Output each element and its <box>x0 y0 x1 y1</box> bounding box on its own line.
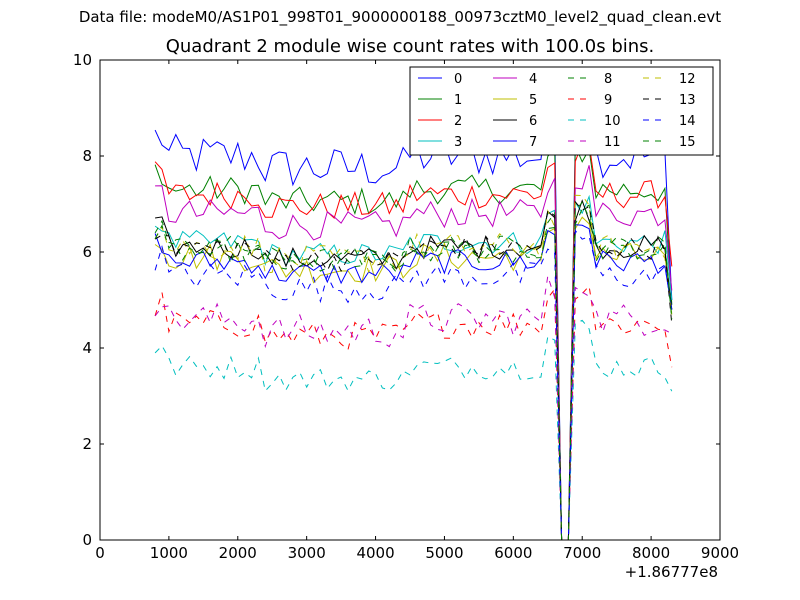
legend-label-10: 10 <box>604 114 621 129</box>
x-axis-offset-label: +1.86777e8 <box>625 563 718 581</box>
series-line-15 <box>154 201 673 541</box>
legend-label-13: 13 <box>679 93 696 108</box>
x-tick-label: 8000 <box>632 544 670 562</box>
y-tick-label: 6 <box>82 243 92 261</box>
series-line-9 <box>154 284 673 541</box>
ticks-layer: 0 1000 2000 3000 4000 5000 6000 7000 8000 9000 0 2 4… <box>73 51 739 562</box>
series-line-11 <box>154 275 673 541</box>
y-tick-label: 4 <box>82 339 92 357</box>
series-line-7 <box>154 224 673 541</box>
series-line-0 <box>154 107 673 541</box>
legend-label-12: 12 <box>679 72 696 87</box>
legend-label-1: 1 <box>454 93 462 108</box>
legend-label-3: 3 <box>454 135 462 150</box>
legend-label-8: 8 <box>604 72 612 87</box>
x-tick-label: 9000 <box>701 544 739 562</box>
legend-label-5: 5 <box>529 93 537 108</box>
series-line-13 <box>154 200 673 541</box>
x-tick-label: 5000 <box>425 544 463 562</box>
series-line-12 <box>154 194 673 541</box>
series-line-5 <box>154 216 673 541</box>
chart-title: Quadrant 2 module wise count rates with … <box>165 36 655 57</box>
series-line-4 <box>155 165 673 541</box>
x-tick-label: 0 <box>95 544 105 562</box>
x-tick-label: 7000 <box>563 544 601 562</box>
legend-label-15: 15 <box>679 135 696 150</box>
series-layer <box>154 107 673 541</box>
legend-label-14: 14 <box>679 114 696 129</box>
y-tick-label: 2 <box>82 435 92 453</box>
legend-label-6: 6 <box>529 114 537 129</box>
y-tick-label: 8 <box>82 147 92 165</box>
legend-label-9: 9 <box>604 93 612 108</box>
figure-suptitle: Data file: modeM0/AS1P01_998T01_90000001… <box>78 8 722 26</box>
series-line-14 <box>154 229 673 541</box>
legend-label-0: 0 <box>454 72 462 87</box>
legend-label-4: 4 <box>529 72 537 87</box>
legend-label-7: 7 <box>529 135 537 150</box>
x-tick-label: 2000 <box>219 544 257 562</box>
legend-box <box>409 66 714 156</box>
y-tick-label: 0 <box>82 531 92 549</box>
x-tick-label: 3000 <box>288 544 326 562</box>
y-tick-label: 10 <box>73 51 92 69</box>
legend-label-2: 2 <box>454 114 462 129</box>
x-tick-label: 6000 <box>494 544 532 562</box>
legend-label-11: 11 <box>604 135 621 150</box>
series-line-10 <box>154 319 673 541</box>
series-line-8 <box>154 204 673 541</box>
axes-frame <box>99 59 721 541</box>
x-tick-label: 4000 <box>356 544 394 562</box>
x-tick-label: 1000 <box>150 544 188 562</box>
